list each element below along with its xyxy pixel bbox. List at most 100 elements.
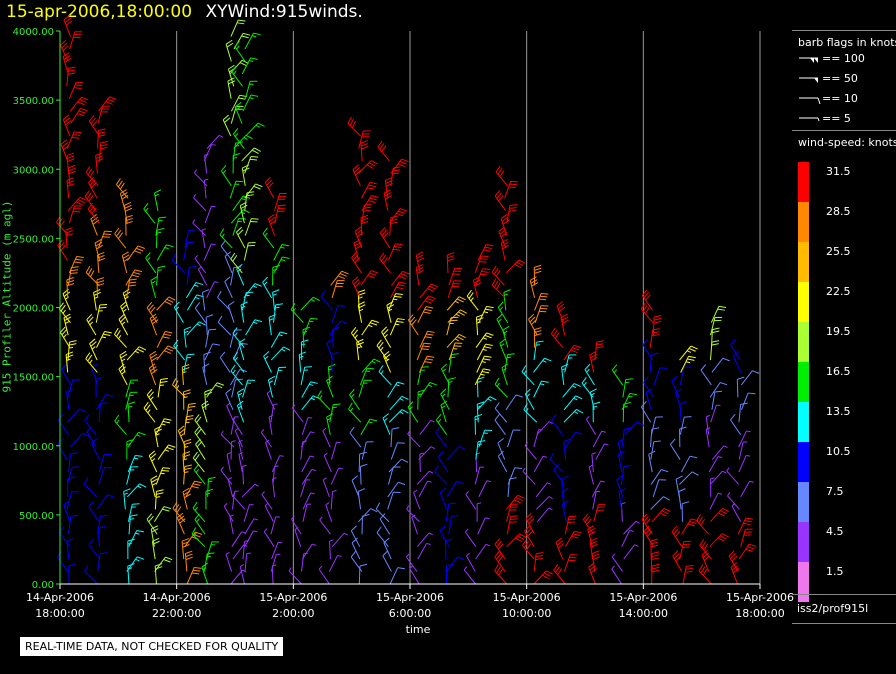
wind-barb <box>649 352 659 373</box>
wind-barb <box>533 429 543 448</box>
barb-full <box>456 481 464 485</box>
barb-full <box>588 527 596 533</box>
barb-staff <box>270 516 277 535</box>
barb-staff <box>379 518 391 535</box>
barb-staff <box>549 458 564 473</box>
wind-barb <box>533 264 542 286</box>
wind-barb <box>497 450 508 473</box>
wind-barb <box>88 501 100 523</box>
colorbar-swatch <box>798 242 809 282</box>
barb-full <box>253 185 261 190</box>
barb-full <box>424 336 433 339</box>
barb-staff <box>494 419 506 435</box>
barb-full <box>96 283 105 287</box>
barb-full <box>497 301 504 308</box>
barb-full <box>177 425 185 432</box>
barb-full <box>82 432 90 437</box>
barb-full <box>217 315 223 323</box>
colorbar-label: 28.5 <box>826 205 851 218</box>
barb-staff <box>301 455 311 473</box>
barb-full <box>352 164 359 170</box>
barb-staff <box>63 504 71 522</box>
wind-barb <box>238 452 243 473</box>
wind-barb <box>118 313 129 336</box>
wind-barb <box>171 253 186 274</box>
barb-half <box>196 518 200 523</box>
barb-full <box>516 261 524 267</box>
wind-barb <box>115 178 129 199</box>
barb-staff <box>561 504 567 522</box>
barb-full <box>744 520 752 523</box>
wind-barb <box>183 415 194 435</box>
barb-staff <box>320 296 334 311</box>
wind-barb <box>98 230 112 249</box>
wind-barb <box>699 539 712 560</box>
wind-barb <box>651 508 671 523</box>
wind-barb <box>622 378 634 398</box>
barb-half <box>225 551 230 555</box>
barb-staff <box>650 441 655 460</box>
barb-staff <box>389 567 399 585</box>
barb-staff <box>96 494 109 510</box>
wind-barb <box>711 445 728 460</box>
barb-full <box>349 388 355 396</box>
wind-barb <box>494 538 506 560</box>
barb-full <box>122 254 130 259</box>
barb-staff <box>591 480 602 498</box>
wind-barb <box>645 388 653 410</box>
barb-full <box>272 265 281 268</box>
barb-full <box>553 563 559 571</box>
wind-barb <box>114 327 128 348</box>
barb-full <box>96 277 105 281</box>
barb-full <box>497 450 504 457</box>
barb-half <box>268 380 274 384</box>
barb-staff <box>710 470 723 485</box>
wind-barb <box>62 114 72 137</box>
barb-full <box>138 346 146 351</box>
wind-barb <box>231 65 243 87</box>
barb-full <box>700 566 706 574</box>
wind-barb <box>641 513 653 535</box>
wind-barb <box>300 440 307 460</box>
barb-staff <box>148 455 158 473</box>
barb-full <box>254 319 263 323</box>
barb-full <box>730 553 736 560</box>
wind-barb <box>192 501 206 523</box>
barb-full <box>661 469 669 473</box>
wind-barb <box>241 483 259 498</box>
barb-full <box>745 517 754 520</box>
x-tick-label-time: 2:00:00 <box>272 607 314 620</box>
wind-barb <box>125 214 133 236</box>
y-axis-label: 915 Profiler Altitude (m agl) <box>0 200 14 393</box>
wind-barb <box>391 270 410 286</box>
barb-full <box>743 522 751 526</box>
barb-full <box>68 170 76 175</box>
barb-staff <box>186 267 190 286</box>
barb-staff <box>588 466 594 485</box>
barb-half <box>309 455 315 458</box>
wind-barb <box>143 202 156 224</box>
wind-barb <box>69 96 89 112</box>
barb-full <box>136 348 144 353</box>
barb-half <box>253 518 259 521</box>
wind-barb <box>226 402 235 423</box>
y-tick-label: 2500.00 <box>13 234 54 245</box>
barb-staff <box>727 495 740 510</box>
barb-full <box>246 191 255 194</box>
barb-half <box>291 515 295 520</box>
colorbar-label: 4.5 <box>826 525 844 538</box>
barb-staff <box>505 394 517 411</box>
barb-full <box>137 245 145 249</box>
barb-full <box>643 376 649 383</box>
wind-barb <box>494 550 506 572</box>
wind-barb <box>464 528 477 547</box>
wind-barb <box>236 226 246 249</box>
wind-barb <box>230 364 243 386</box>
x-tick-label-time: 18:00:00 <box>35 607 84 620</box>
barb-full <box>91 438 98 444</box>
barb-half <box>135 532 140 535</box>
barb-half <box>91 346 96 350</box>
barb-full <box>114 414 120 422</box>
barb-full <box>301 339 309 343</box>
wind-barb <box>56 550 69 572</box>
